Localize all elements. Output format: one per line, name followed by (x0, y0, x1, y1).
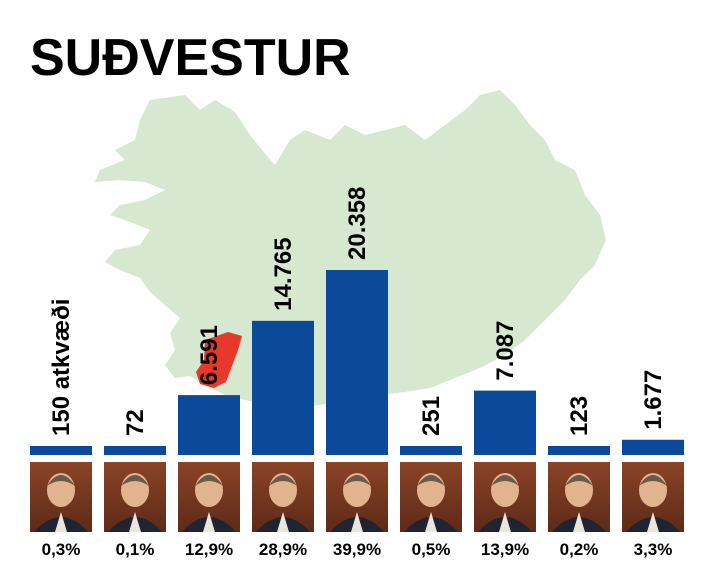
bar (104, 446, 166, 455)
bar (252, 320, 314, 455)
iceland-map-icon (95, 90, 606, 408)
percent-label-group: 0,3% 0,1% 12,9% 28,9% 39,9% 0,5% 13,9% 0,2% 3,3% (42, 540, 673, 559)
percent-label: 12,9% (185, 540, 233, 559)
bar-value-label: 150 atkvæði (48, 299, 75, 436)
bar-value-label: 6.591 (196, 325, 223, 385)
bar-value-label: 14.765 (270, 237, 297, 310)
bar (622, 439, 684, 455)
person-photo-icon (622, 462, 684, 532)
percent-label: 39,9% (333, 540, 381, 559)
percent-label: 0,2% (560, 540, 599, 559)
percent-label: 0,3% (42, 540, 81, 559)
bar (326, 270, 388, 455)
page-title: SUÐVESTUR (30, 29, 351, 87)
region-highlight-icon (196, 332, 242, 388)
person-photo-icon (30, 462, 92, 532)
person-photo-icon (252, 462, 314, 532)
bar-group (30, 270, 684, 455)
bar-value-label: 72 (122, 409, 149, 436)
person-photo-icon (104, 462, 166, 532)
bar-value-label: 7.087 (492, 321, 519, 381)
value-label-group: 150 atkvæði 72 6.591 14.765 20.358 251 7.087 12… (48, 187, 667, 436)
person-photo-icon (400, 462, 462, 532)
bar-value-label: 251 (418, 396, 445, 436)
bar-value-label: 20.358 (344, 187, 371, 260)
bar (30, 446, 92, 455)
person-photo-icon (474, 462, 536, 532)
bar (178, 395, 240, 455)
bar (400, 446, 462, 455)
person-photo-icon (326, 462, 388, 532)
percent-label: 0,5% (412, 540, 451, 559)
bar-value-label: 123 (566, 396, 593, 436)
percent-label: 13,9% (481, 540, 529, 559)
person-photo-icon (548, 462, 610, 532)
person-photo-icon (178, 462, 240, 532)
percent-label: 3,3% (634, 540, 673, 559)
bar-value-label: 1.677 (640, 370, 667, 430)
bar (474, 390, 536, 455)
percent-label: 0,1% (116, 540, 155, 559)
percent-label: 28,9% (259, 540, 307, 559)
bar (548, 446, 610, 455)
candidate-photo-group (30, 462, 684, 532)
